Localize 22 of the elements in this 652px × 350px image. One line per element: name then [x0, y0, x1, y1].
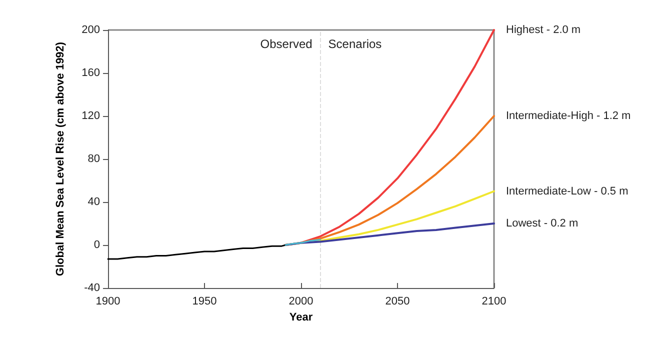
line-series: [107, 244, 286, 260]
x-tick-label: 2100: [482, 296, 506, 308]
x-tick-label: 1950: [192, 296, 217, 308]
y-tick-label: 40: [88, 196, 100, 208]
line-series: [284, 222, 495, 246]
y-tick-label: 200: [82, 24, 100, 36]
series-label: Lowest - 0.2 m: [506, 218, 578, 230]
y-tick-label: 0: [94, 239, 100, 251]
series-label: Intermediate-High - 1.2 m: [506, 110, 631, 122]
x-tick-label: 2050: [385, 296, 410, 308]
y-tick-label: -40: [84, 282, 100, 294]
y-tick-label: 80: [88, 153, 100, 165]
y-axis-title: Global Mean Sea Level Rise (cm above 1992): [54, 42, 66, 276]
series-label: Highest - 2.0 m: [506, 24, 581, 36]
series-label: Intermediate-Low - 0.5 m: [506, 185, 628, 198]
y-tick-label: 160: [82, 67, 100, 79]
y-tick-label: 120: [82, 110, 100, 122]
x-tick-label: 2000: [288, 296, 314, 308]
x-tick-label: 1900: [96, 296, 120, 308]
annotation: Observed: [260, 37, 312, 51]
x-axis-title: Year: [289, 312, 314, 324]
annotation: Scenarios: [328, 37, 382, 51]
